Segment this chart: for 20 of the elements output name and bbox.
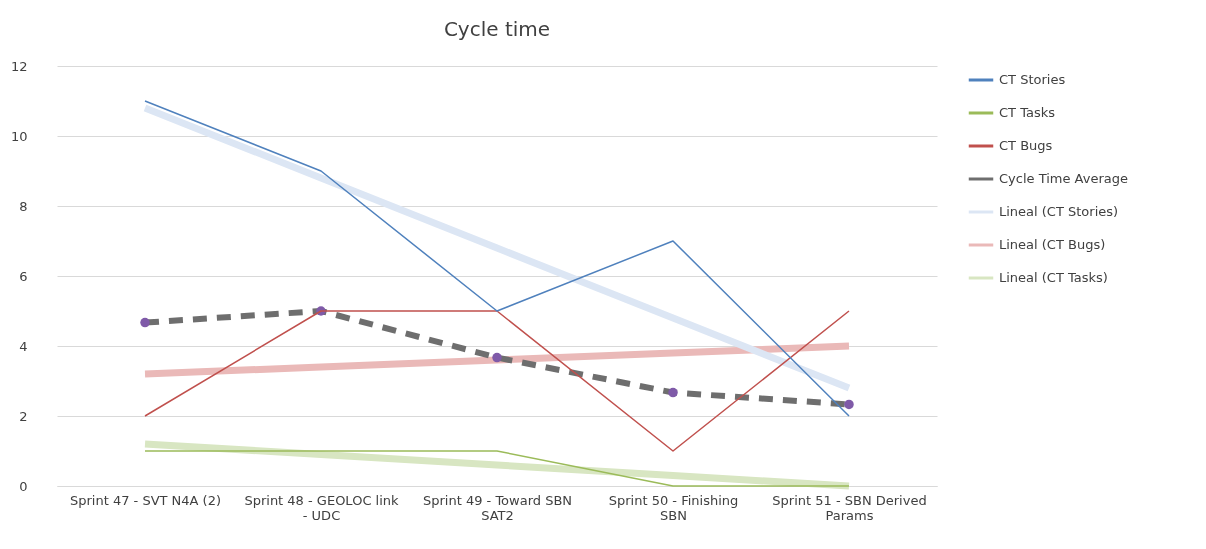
y-tick-label: 0 [19, 478, 28, 494]
x-tick-label: Sprint 49 - Toward SBN SAT2 [422, 492, 573, 523]
legend-label: Lineal (CT Tasks) [999, 270, 1108, 285]
legend-label: Lineal (CT Stories) [999, 204, 1119, 219]
y-tick-label: 12 [10, 58, 28, 74]
y-tick-label: 8 [19, 198, 28, 214]
legend-label: CT Tasks [999, 105, 1056, 120]
x-tick-label: Sprint 51 - SBN Derived Params [772, 492, 927, 523]
y-tick-label: 6 [19, 268, 28, 284]
x-tick-label: Sprint 48 - GEOLOC link - UDC [244, 492, 400, 523]
x-tick-label: Sprint 47 - SVT N4A (2) [69, 492, 222, 508]
legend-label: CT Bugs [999, 138, 1053, 153]
legend-label: Cycle Time Average [999, 171, 1128, 186]
y-tick-label: 4 [19, 338, 28, 354]
y-tick-label: 10 [10, 128, 28, 144]
x-tick-label: Sprint 50 - Finishing SBN [608, 492, 739, 523]
y-tick-label: 2 [19, 408, 28, 424]
chart-title: Cycle time [443, 17, 551, 41]
legend-label: CT Stories [999, 72, 1066, 87]
legend-label: Lineal (CT Bugs) [999, 237, 1106, 252]
